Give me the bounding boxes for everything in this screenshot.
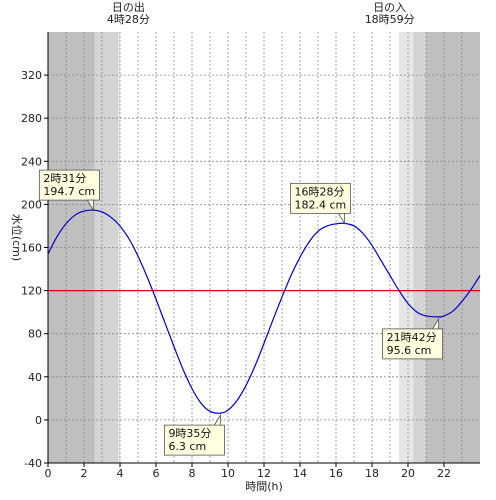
series-layer (47, 209, 481, 414)
callout-time: 2時31分 (43, 172, 86, 185)
y-tick-label--40: -40 (24, 457, 42, 470)
night-band-0 (48, 32, 95, 463)
callout-box (164, 424, 225, 456)
callout-tail (431, 317, 440, 330)
x-tick-label-10: 10 (221, 467, 235, 480)
callout-box (290, 182, 351, 214)
y-tick-label-120: 120 (21, 285, 42, 298)
sunrise-time: 4時28分 (107, 13, 150, 26)
ticks-layer: 0 2 4 6 8 10 12 14 16 18 20 22-40040801201602002402… (21, 69, 451, 480)
x-tick-label-0: 0 (45, 467, 52, 480)
y-tick-label-80: 80 (28, 328, 42, 341)
sunset-time: 18時59分 (365, 13, 415, 26)
sun-times-layer: 日の出 4時28分 日の入 18時59分 (107, 0, 415, 26)
callout-box (38, 169, 100, 201)
y-tick-label-160: 160 (21, 242, 42, 255)
x-tick-label-2: 2 (81, 467, 88, 480)
sunrise-label: 日の出 (112, 0, 145, 14)
callout-value: 194.7 cm (43, 185, 95, 198)
y-tick-label-280: 280 (21, 112, 42, 125)
x-axis-label: 時間(h) (245, 480, 283, 493)
callout-box (382, 328, 444, 360)
callout-time: 9時35分 (168, 427, 211, 440)
y-tick-label-40: 40 (28, 371, 42, 384)
y-tick-label-0: 0 (35, 414, 42, 427)
y-tick-label-240: 240 (21, 155, 42, 168)
y-tick-label-320: 320 (21, 69, 42, 82)
sunset-label: 日の入 (373, 1, 406, 14)
night-band-2 (118, 32, 120, 463)
x-tick-label-8: 8 (189, 467, 196, 480)
callout-time: 16時28分 (294, 185, 344, 198)
axis-labels-layer: 時間(h) 水位(cm) (10, 214, 283, 493)
x-tick-label-22: 22 (437, 467, 451, 480)
grid-layer (48, 32, 480, 463)
callout-time: 21時42分 (387, 331, 437, 344)
x-tick-label-18: 18 (365, 467, 379, 480)
x-tick-label-12: 12 (257, 467, 271, 480)
y-tick-label-200: 200 (21, 198, 42, 211)
callout-value: 6.3 cm (168, 440, 206, 453)
x-tick-label-4: 4 (117, 467, 124, 480)
x-tick-label-14: 14 (293, 467, 307, 480)
series-line-0 (47, 209, 481, 414)
x-tick-label-16: 16 (329, 467, 343, 480)
x-tick-label-6: 6 (153, 467, 160, 480)
callout-value: 95.6 cm (387, 344, 432, 357)
callout-value: 182.4 cm (294, 198, 346, 211)
callout-tail (337, 212, 345, 225)
y-axis-label: 水位(cm) (10, 214, 24, 261)
callout-tail (213, 413, 221, 426)
x-tick-label-20: 20 (401, 467, 415, 480)
callout-tail (86, 199, 94, 212)
night-band-1 (94, 32, 119, 463)
